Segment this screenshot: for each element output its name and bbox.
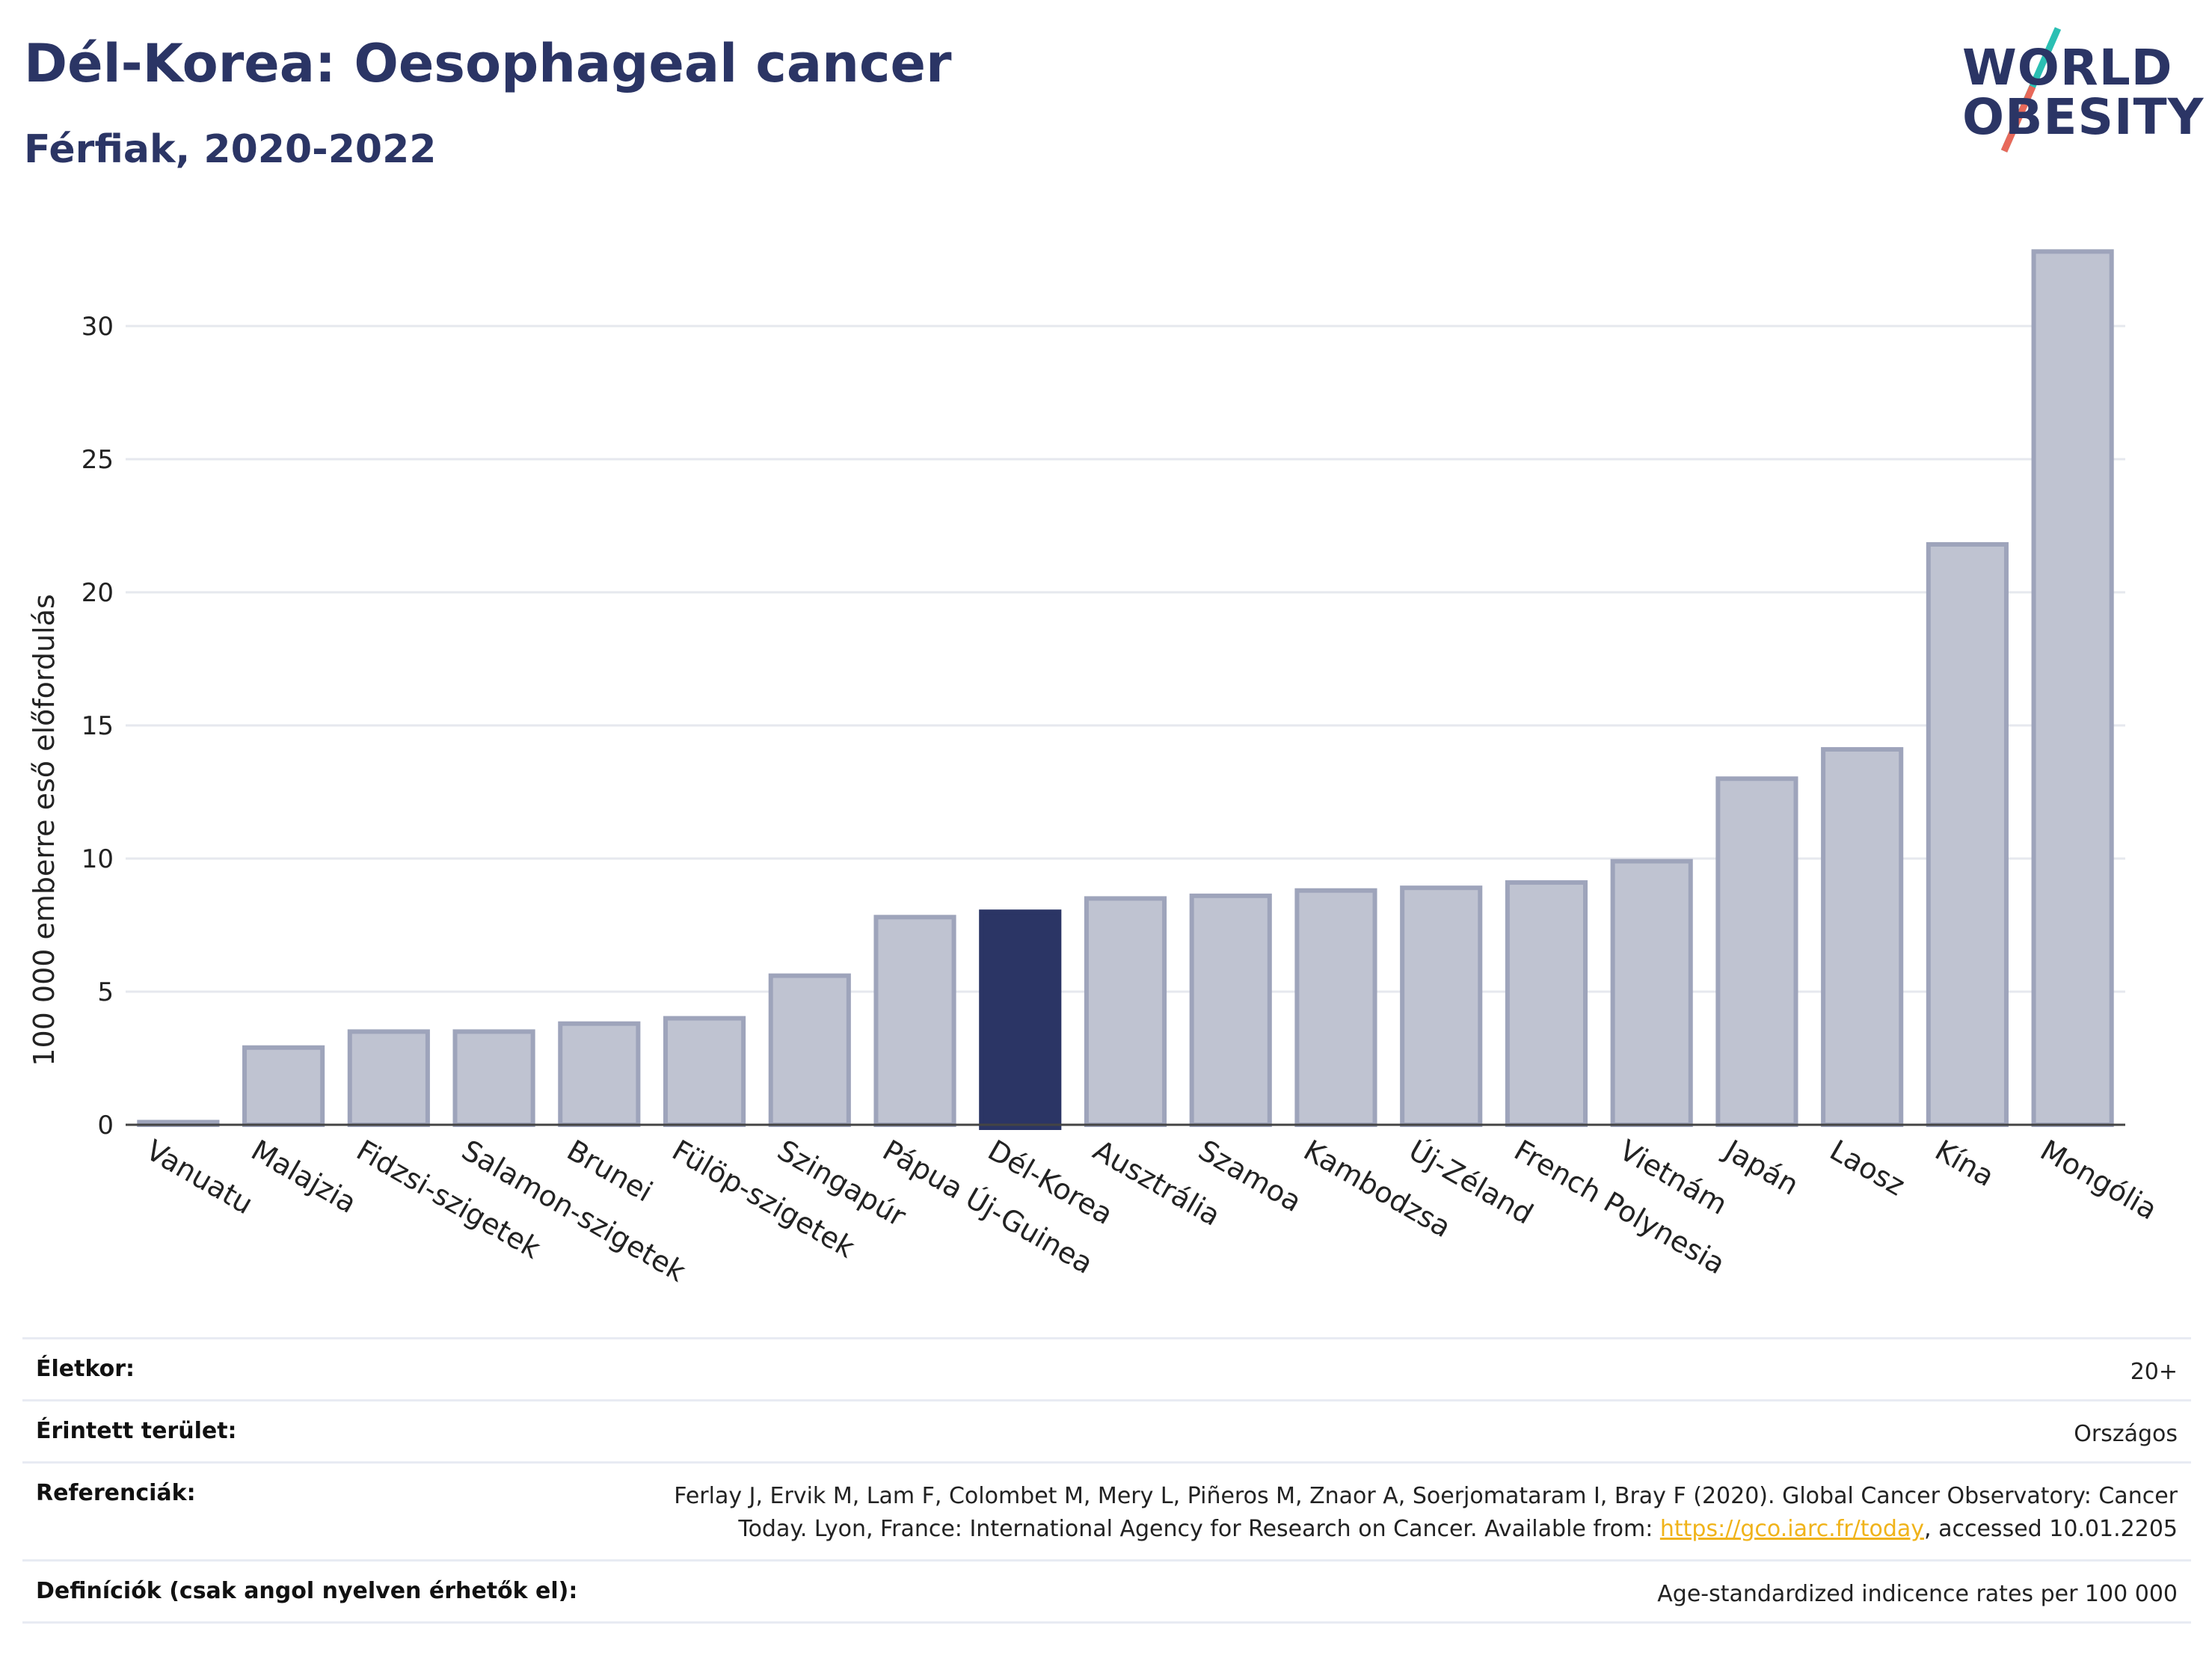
bar (558, 1021, 641, 1127)
y-tick-label: 30 (82, 312, 114, 342)
bar (768, 973, 851, 1128)
bar (1926, 541, 2009, 1127)
world-obesity-logo: WORLD OBESITY (1944, 22, 2203, 165)
info-label-age: Életkor: (36, 1356, 135, 1382)
y-tick-label: 10 (82, 844, 114, 874)
bar (1294, 888, 1377, 1127)
y-tick-label: 0 (97, 1111, 114, 1140)
bar (663, 1016, 746, 1127)
info-value-references: Ferlay J, Ervik M, Lam F, Colombet M, Me… (674, 1480, 2178, 1546)
bar (1400, 885, 1483, 1128)
x-tick-label: Vanuatu (141, 1134, 259, 1220)
info-row-age: Életkor: 20+ (22, 1337, 2191, 1399)
reference-accessed: , accessed 10.01.2205 (1924, 1516, 2178, 1542)
info-label-area: Érintett terület: (36, 1418, 237, 1444)
reference-line-1: Ferlay J, Ervik M, Lam F, Colombet M, Me… (674, 1483, 2178, 1509)
bar (979, 909, 1062, 1130)
reference-text: Today. Lyon, France: International Agenc… (738, 1516, 1660, 1542)
info-row-definitions: Definíciók (csak angol nyelven érhetők e… (22, 1559, 2191, 1624)
x-tick-label: Fülöp-szigetek (667, 1134, 861, 1265)
bar-chart: 0 5 10 15 20 25 30 100 000 emberre eső előfordu… (28, 249, 2163, 1288)
info-label-references: Referenciák: (36, 1480, 196, 1506)
logo-slash-icon (2000, 27, 2062, 153)
info-value-area: Országos (2074, 1421, 2178, 1447)
x-tick-label: Fidzsi-szigetek (351, 1134, 546, 1265)
info-value-definitions: Age-standardized indicence rates per 100… (1657, 1581, 2178, 1607)
info-value-age: 20+ (2130, 1359, 2178, 1385)
y-tick-label: 5 (97, 977, 114, 1007)
bar (1505, 880, 1588, 1128)
x-tick-label: Malajzia (246, 1134, 363, 1220)
info-row-area: Érintett terület: Országos (22, 1399, 2191, 1461)
chart-subtitle: Férfiak, 2020-2022 (24, 127, 437, 172)
x-tick-label: Mongólia (2035, 1134, 2163, 1226)
y-tick-label: 25 (82, 445, 114, 475)
y-tick-label: 15 (82, 711, 114, 741)
bar (347, 1029, 430, 1128)
reference-link[interactable]: https://gco.iarc.fr/today (1659, 1516, 1925, 1542)
bar (1821, 747, 1904, 1127)
x-tick-label: Kína (1929, 1134, 2000, 1194)
bar (1084, 896, 1167, 1128)
bar (242, 1045, 325, 1128)
x-tick-label: Laosz (1825, 1134, 1911, 1203)
y-tick-label: 20 (82, 578, 114, 608)
y-axis-label: 100 000 emberre eső előfordulás (28, 594, 61, 1066)
reference-line-2: Today. Lyon, France: International Agenc… (674, 1513, 2178, 1546)
info-row-references: Referenciák: Ferlay J, Ervik M, Lam F, C… (22, 1461, 2191, 1559)
bar (1610, 859, 1693, 1128)
bar (2031, 249, 2114, 1128)
chart-title: Dél-Korea: Oesophageal cancer (24, 33, 952, 94)
info-label-definitions: Definíciók (csak angol nyelven érhetők e… (36, 1578, 578, 1604)
bar (1715, 776, 1798, 1127)
logo-text-world: WORLD (1962, 39, 2173, 96)
logo-text-obesity: OBESITY (1962, 88, 2205, 146)
info-table: Életkor: 20+ Érintett terület: Országos … (22, 1337, 2191, 1624)
bar (873, 915, 956, 1127)
bar (1189, 893, 1272, 1127)
bar (452, 1029, 535, 1128)
